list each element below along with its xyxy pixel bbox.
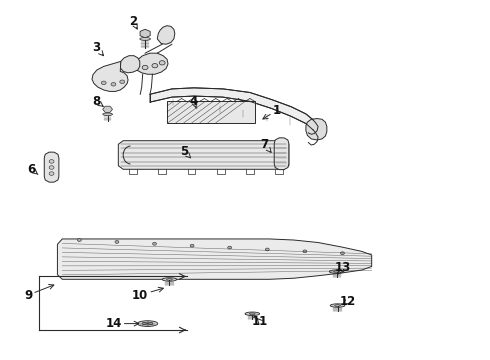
Circle shape [111,82,116,86]
Circle shape [303,250,307,253]
Text: 9: 9 [24,284,54,302]
Circle shape [190,244,194,247]
Circle shape [152,64,158,68]
Polygon shape [167,102,255,123]
Text: 12: 12 [339,295,355,308]
Circle shape [228,246,232,249]
Text: 7: 7 [260,138,271,152]
Ellipse shape [245,312,260,315]
Ellipse shape [140,37,150,40]
Ellipse shape [167,279,172,280]
Text: 14: 14 [105,317,139,330]
Ellipse shape [334,271,340,273]
Polygon shape [120,56,140,73]
Text: 1: 1 [263,104,281,119]
Ellipse shape [162,278,177,281]
Ellipse shape [142,322,153,325]
Polygon shape [274,138,289,170]
Text: 10: 10 [132,287,163,302]
Polygon shape [133,53,168,74]
Circle shape [101,81,106,85]
Polygon shape [92,62,128,91]
Text: 5: 5 [180,145,191,158]
Circle shape [265,248,269,251]
Circle shape [49,172,54,175]
Text: 4: 4 [190,95,198,108]
Ellipse shape [103,113,113,116]
Text: 6: 6 [27,163,38,176]
Ellipse shape [329,270,344,273]
Polygon shape [103,106,113,112]
Polygon shape [118,141,289,169]
Circle shape [159,61,165,65]
Ellipse shape [137,321,158,327]
Text: 2: 2 [129,14,137,29]
Polygon shape [157,26,175,44]
Circle shape [49,166,54,169]
Text: 3: 3 [92,41,103,56]
Polygon shape [44,152,59,182]
Polygon shape [57,239,372,279]
Polygon shape [306,118,327,140]
Ellipse shape [249,313,255,315]
Ellipse shape [335,305,341,306]
Polygon shape [150,88,313,130]
Circle shape [115,240,119,243]
Text: 11: 11 [251,315,268,328]
Circle shape [77,239,81,242]
Circle shape [142,65,148,69]
Circle shape [341,252,344,255]
Text: 13: 13 [334,261,350,274]
Ellipse shape [330,304,345,307]
Text: 8: 8 [92,95,103,108]
Circle shape [120,80,124,84]
Circle shape [49,159,54,163]
Circle shape [152,242,156,245]
Polygon shape [140,29,150,38]
